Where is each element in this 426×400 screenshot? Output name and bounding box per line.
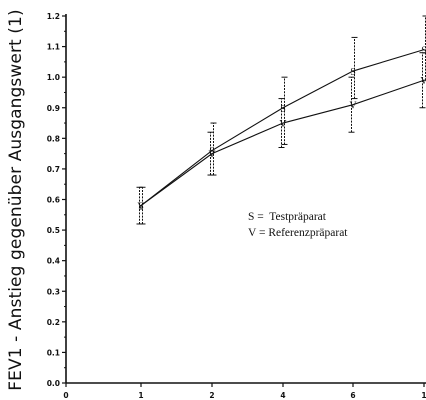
- marker-S-2: S: [280, 104, 286, 115]
- legend: S = Testpräparat V = Referenzpräparat: [248, 209, 348, 241]
- y-tick-label-3: 0.3: [47, 287, 60, 296]
- y-tick-label-1: 0.1: [47, 348, 60, 357]
- marker-S-4: S: [421, 46, 426, 57]
- y-tick-label-4: 0.4: [47, 257, 60, 266]
- x-tick-label-2: 2: [209, 391, 214, 400]
- y-tick-label-12: 1.2: [47, 12, 60, 21]
- marker-S-3: S: [350, 67, 356, 78]
- marker-V-3: V: [349, 101, 357, 112]
- x-tick-label-0: 0: [63, 391, 68, 400]
- series-line-V: [140, 79, 425, 207]
- x-tick-label-4: 6: [350, 391, 355, 400]
- marker-S-1: S: [209, 147, 215, 158]
- marker-V-0: V: [137, 202, 145, 213]
- marker-V-1: V: [208, 150, 216, 161]
- y-tick-label-9: 0.9: [47, 104, 60, 113]
- y-tick-label-6: 0.6: [47, 196, 60, 205]
- marker-S-0: S: [138, 202, 144, 213]
- x-tick-label-5: 1: [421, 391, 426, 400]
- x-tick-label-3: 4: [280, 391, 285, 400]
- series-line-S: [140, 49, 425, 207]
- marker-V-4: V: [420, 76, 426, 87]
- y-tick-label-0: 0.0: [47, 379, 60, 388]
- y-tick-label-8: 0.8: [47, 134, 60, 143]
- y-tick-label-11: 1.1: [47, 43, 60, 52]
- legend-entry-v: V = Referenzpräparat: [248, 227, 348, 239]
- y-tick-label-10: 1.0: [47, 73, 60, 82]
- x-tick-label-1: 1: [138, 391, 143, 400]
- legend-entry-s: S = Testpräparat: [248, 211, 326, 223]
- y-tick-label-7: 0.7: [47, 165, 60, 174]
- marker-V-2: V: [279, 119, 287, 130]
- y-axis-label: FEV1 - Anstieg gegenüber Ausgangswert (1…: [6, 9, 26, 391]
- y-tick-label-2: 0.2: [47, 318, 60, 327]
- y-tick-label-5: 0.5: [47, 226, 60, 235]
